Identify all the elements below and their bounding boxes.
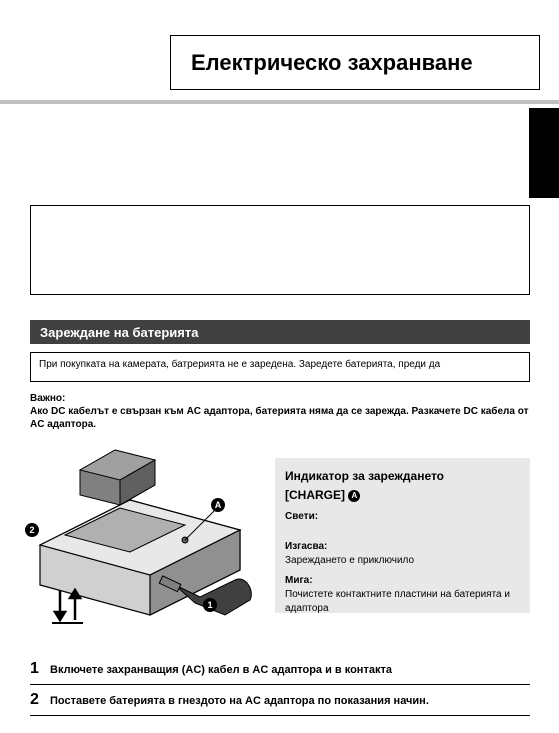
step-text-2: Поставете батерията в гнездото на AC ада… xyxy=(50,695,429,707)
note-box: При покупката на камерата, батрерията не… xyxy=(30,352,530,382)
section-header: Зареждане на батерията xyxy=(30,320,530,344)
indicator-charge-label: [CHARGE] xyxy=(285,488,345,502)
important-label: Важно: xyxy=(30,392,530,405)
svg-text:2: 2 xyxy=(29,525,34,535)
page-title-box: Електрическо захранване xyxy=(170,35,540,90)
section-header-text: Зареждане на батерията xyxy=(40,325,198,340)
step-list: 1 Включете захранващия (AC) кабел в AC а… xyxy=(30,654,530,716)
step-1: 1 Включете захранващия (AC) кабел в AC а… xyxy=(30,654,530,685)
indicator-title-2: [CHARGE] A xyxy=(285,487,520,504)
info-box xyxy=(30,205,530,295)
diagram-badge-1: 1 xyxy=(203,598,217,612)
indicator-off-label: Изгасва: xyxy=(285,540,520,554)
step-2: 2 Поставете батерията в гнездото на AC а… xyxy=(30,685,530,716)
indicator-off-text: Зареждането е приключило xyxy=(285,554,520,568)
indicator-title-1: Индикатор за зареждането xyxy=(285,468,520,485)
indicator-lit-label: Свети: xyxy=(285,510,520,524)
page-title: Електрическо захранване xyxy=(191,50,473,76)
charger-diagram: A 2 1 xyxy=(20,445,270,635)
side-tab xyxy=(529,108,559,198)
diagram-badge-a: A xyxy=(211,498,225,512)
step-text-1: Включете захранващия (AC) кабел в AC ада… xyxy=(50,664,392,676)
important-block: Важно: Ако DC кабелът е свързан към AC а… xyxy=(30,392,530,431)
indicator-blink-label: Мига: xyxy=(285,574,520,588)
svg-text:A: A xyxy=(215,500,222,510)
step-num-1: 1 xyxy=(30,660,50,678)
indicator-box: Индикатор за зареждането [CHARGE] A Свет… xyxy=(275,458,530,613)
indicator-blink-text: Почистете контактните пластини на батери… xyxy=(285,588,520,616)
important-text: Ако DC кабелът е свързан към AC адаптора… xyxy=(30,405,530,431)
diagram-badge-2: 2 xyxy=(25,523,39,537)
svg-text:1: 1 xyxy=(207,600,212,610)
charger-illustration: A 2 1 xyxy=(20,445,270,635)
top-divider-bar xyxy=(0,100,559,104)
step-num-2: 2 xyxy=(30,691,50,709)
note-text: При покупката на камерата, батрерията не… xyxy=(39,359,440,370)
indicator-badge-a: A xyxy=(348,490,360,502)
